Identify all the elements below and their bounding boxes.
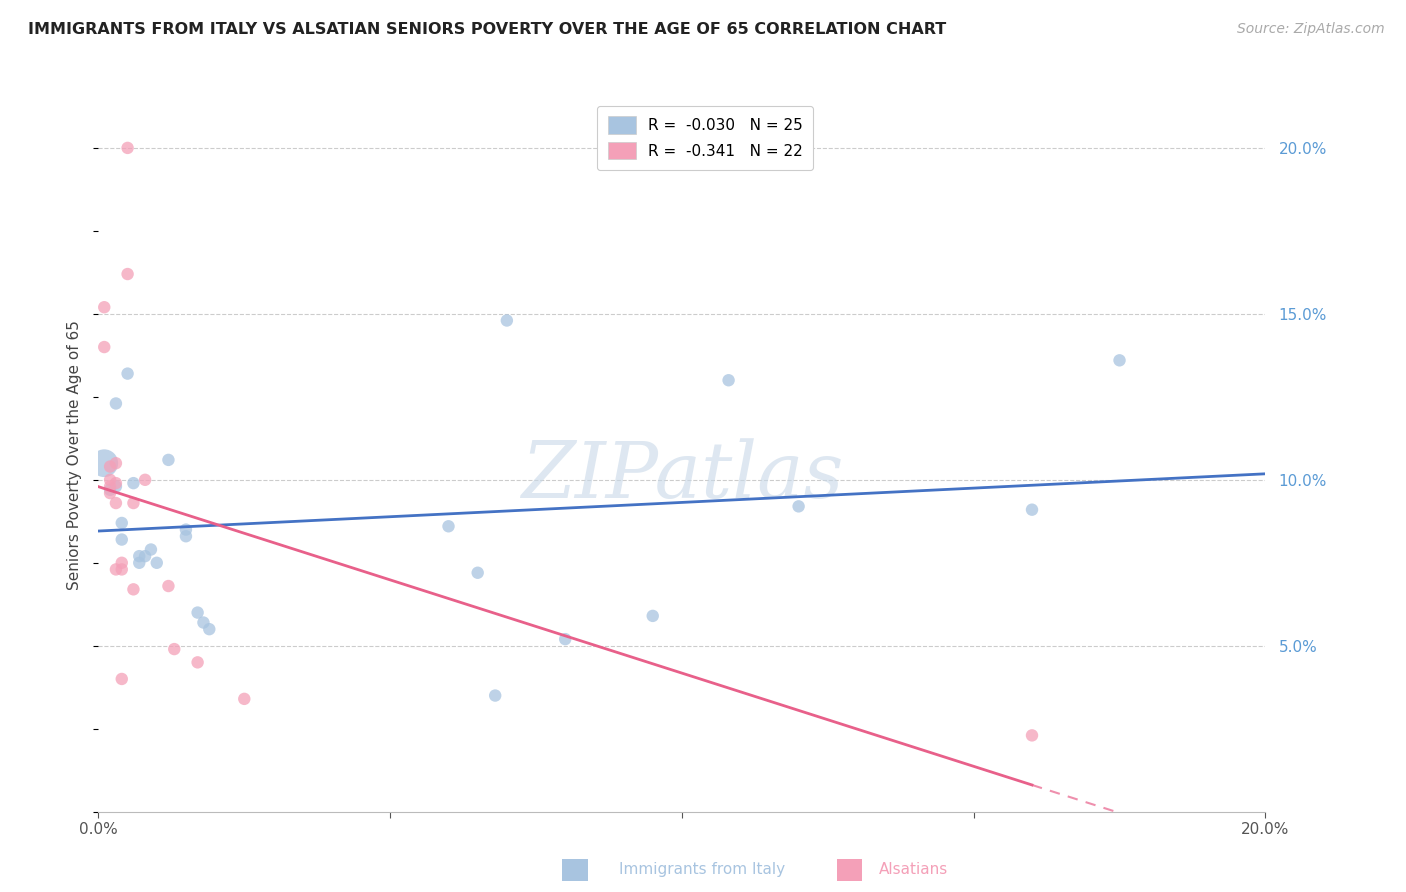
Point [117,267,139,281]
Point [139,542,162,557]
Point [187,606,209,620]
Point [495,313,517,327]
Point [198,622,221,636]
Point [104,496,127,510]
Point [104,479,127,493]
Point [157,579,180,593]
Point [111,562,134,576]
Point [787,500,810,514]
Point [117,367,139,381]
Point [98,483,121,497]
Point [134,549,156,563]
Text: IMMIGRANTS FROM ITALY VS ALSATIAN SENIORS POVERTY OVER THE AGE OF 65 CORRELATION: IMMIGRANTS FROM ITALY VS ALSATIAN SENIOR… [28,22,946,37]
Point [1108,353,1130,368]
Point [98,459,121,474]
Point [193,615,215,630]
Point [111,533,134,547]
Point [104,476,127,491]
Point [554,632,576,647]
Y-axis label: Seniors Poverty Over the Age of 65: Seniors Poverty Over the Age of 65 [67,320,83,590]
Point [111,516,134,530]
Legend: R =  -0.030   N = 25, R =  -0.341   N = 22: R = -0.030 N = 25, R = -0.341 N = 22 [598,106,813,170]
Point [174,529,197,543]
Point [1021,728,1043,742]
Point [98,479,121,493]
Point [98,473,121,487]
Text: Source: ZipAtlas.com: Source: ZipAtlas.com [1237,22,1385,37]
Point [117,141,139,155]
Point [437,519,460,533]
Point [93,456,115,470]
Point [104,456,127,470]
Point [111,672,134,686]
Point [122,496,145,510]
Point [146,556,169,570]
Point [163,642,186,657]
Point [111,556,134,570]
Point [93,300,115,314]
Point [467,566,489,580]
Point [104,562,127,576]
Point [641,608,664,623]
Text: ZIPatlas: ZIPatlas [520,438,844,515]
Point [157,453,180,467]
Point [174,523,197,537]
Point [122,476,145,491]
Point [98,486,121,500]
Point [122,582,145,597]
Point [187,656,209,670]
Point [484,689,506,703]
Point [717,373,740,387]
Text: Alsatians: Alsatians [879,863,948,877]
Point [1021,502,1043,516]
Point [93,340,115,354]
Point [128,556,150,570]
Point [104,396,127,410]
Point [128,549,150,563]
Text: Immigrants from Italy: Immigrants from Italy [619,863,785,877]
Point [233,691,256,706]
Point [134,473,156,487]
